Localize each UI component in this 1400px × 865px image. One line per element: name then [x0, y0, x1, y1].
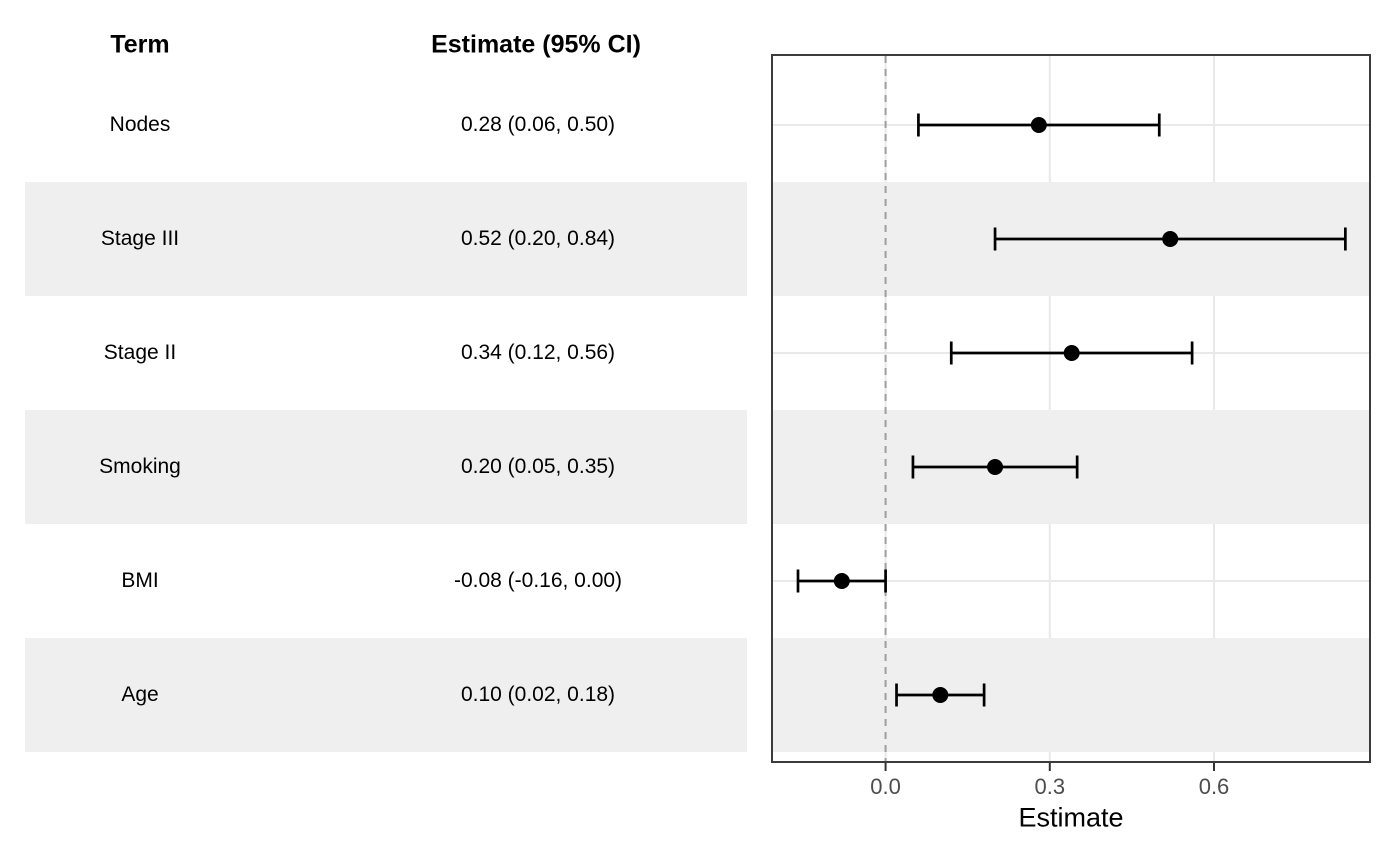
estimate-ci-label: 0.28 (0.06, 0.50) — [460, 113, 616, 136]
x-axis-title: Estimate — [1018, 802, 1124, 833]
x-tick-label: 0.3 — [1034, 774, 1066, 799]
point-estimate-marker — [987, 459, 1004, 475]
panel-border — [771, 54, 1371, 763]
estimate-ci-label: 0.10 (0.02, 0.18) — [460, 683, 616, 706]
estimate-ci-label: 0.52 (0.20, 0.84) — [460, 227, 616, 250]
x-tick-label: 0.0 — [870, 774, 901, 799]
estimate-ci-label: -0.08 (-0.16, 0.00) — [453, 569, 623, 592]
estimate-ci-label: 0.34 (0.12, 0.56) — [460, 341, 616, 364]
estimate-ci-label: 0.20 (0.05, 0.35) — [460, 455, 616, 478]
row-stripe-table — [25, 638, 747, 752]
term-label: Stage II — [103, 341, 177, 364]
term-label: Nodes — [109, 113, 171, 136]
row-stripe-table — [25, 182, 747, 296]
column-header-term: Term — [110, 30, 170, 59]
point-estimate-marker — [932, 687, 949, 703]
point-estimate-marker — [833, 573, 850, 589]
column-header-estimate: Estimate (95% CI) — [431, 30, 641, 59]
term-label: BMI — [121, 569, 159, 592]
point-estimate-marker — [1063, 345, 1080, 361]
point-estimate-marker — [1030, 117, 1047, 133]
x-tick-label: 0.6 — [1198, 774, 1230, 799]
row-stripe-panel — [773, 638, 1369, 752]
term-label: Stage III — [100, 227, 180, 250]
row-stripe-table — [25, 410, 747, 524]
point-estimate-marker — [1162, 231, 1179, 247]
term-label: Age — [121, 683, 159, 706]
term-label: Smoking — [99, 455, 181, 478]
